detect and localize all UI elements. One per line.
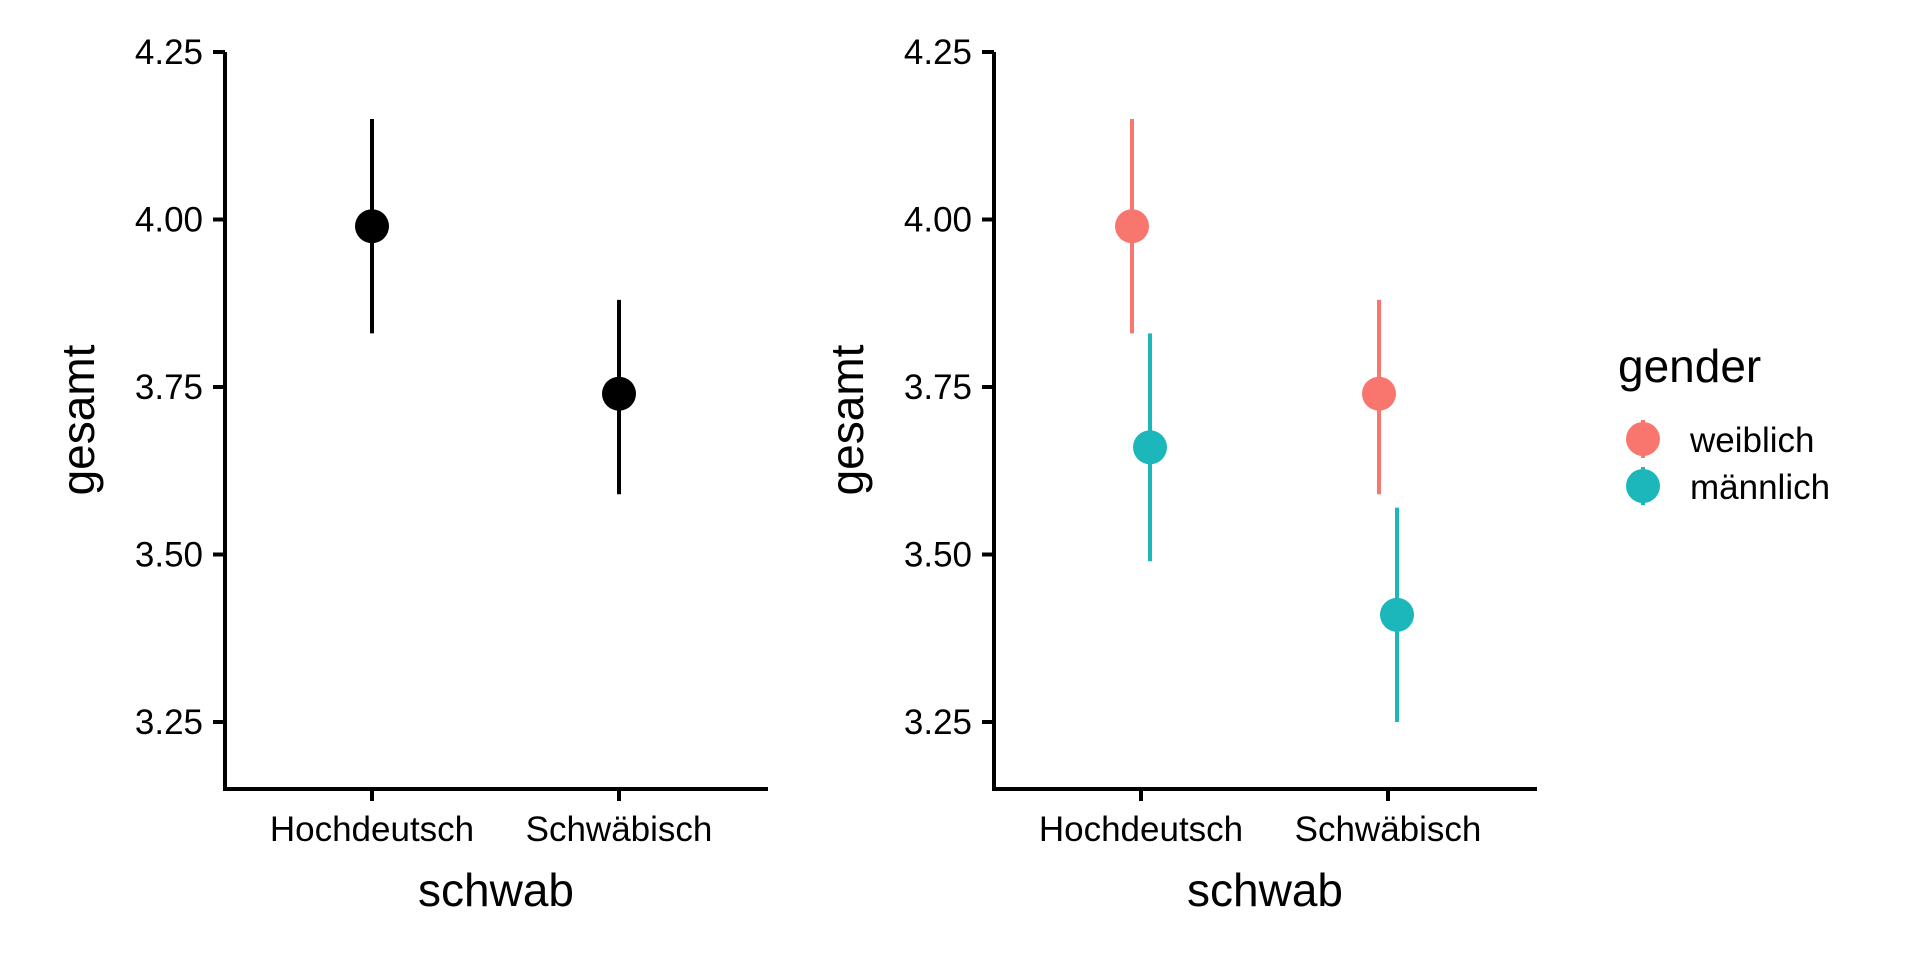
right-y-tick-label: 3.50 xyxy=(904,536,972,575)
left-x-axis-title: schwab xyxy=(418,864,574,916)
left-y-tick-label: 3.50 xyxy=(135,536,203,575)
left-point-series xyxy=(602,376,636,411)
legend: gender weiblich männlich xyxy=(1618,340,1830,507)
left-panel: 3.25 3.50 3.75 4.00 4.25 Hochdeutsch Schwäbis… xyxy=(52,33,768,916)
right-data-marks xyxy=(1115,119,1414,722)
right-point-weiblich xyxy=(1362,376,1396,411)
right-x-ticks: Hochdeutsch Schwäbisch xyxy=(1039,789,1482,849)
left-y-tick-label: 4.00 xyxy=(135,201,203,240)
right-y-tick-label: 4.25 xyxy=(904,33,972,72)
right-panel: 3.25 3.50 3.75 4.00 4.25 Hochdeutsch Schwäbis… xyxy=(821,33,1537,916)
left-y-tick-label: 4.25 xyxy=(135,33,203,72)
left-y-tick-label: 3.75 xyxy=(135,368,203,407)
right-point-mnnlich xyxy=(1380,597,1414,632)
right-y-axis-title: gesamt xyxy=(821,344,873,495)
left-data-marks xyxy=(355,119,636,495)
left-y-ticks: 3.25 3.50 3.75 4.00 4.25 xyxy=(135,33,225,742)
legend-item-maennlich: männlich xyxy=(1626,467,1830,507)
right-x-tick-label: Schwäbisch xyxy=(1295,810,1482,849)
left-y-tick-label: 3.25 xyxy=(135,703,203,742)
left-x-tick-label: Schwäbisch xyxy=(526,810,713,849)
left-x-ticks: Hochdeutsch Schwäbisch xyxy=(270,789,713,849)
right-point-weiblich xyxy=(1115,209,1149,244)
right-x-tick-label: Hochdeutsch xyxy=(1039,810,1243,849)
legend-item-weiblich: weiblich xyxy=(1626,420,1815,460)
right-y-tick-label: 3.75 xyxy=(904,368,972,407)
legend-title: gender xyxy=(1618,340,1761,392)
right-y-ticks: 3.25 3.50 3.75 4.00 4.25 xyxy=(904,33,994,742)
right-y-tick-label: 3.25 xyxy=(904,703,972,742)
legend-key-dot-maennlich xyxy=(1626,469,1660,503)
left-y-axis-title: gesamt xyxy=(52,344,104,495)
legend-key-dot-weiblich xyxy=(1626,422,1660,456)
left-point-series xyxy=(355,209,389,244)
legend-label-maennlich: männlich xyxy=(1690,468,1830,507)
legend-label-weiblich: weiblich xyxy=(1689,421,1815,460)
right-x-axis-title: schwab xyxy=(1187,864,1343,916)
right-y-tick-label: 4.00 xyxy=(904,201,972,240)
left-x-tick-label: Hochdeutsch xyxy=(270,810,474,849)
right-point-mnnlich xyxy=(1133,430,1167,465)
